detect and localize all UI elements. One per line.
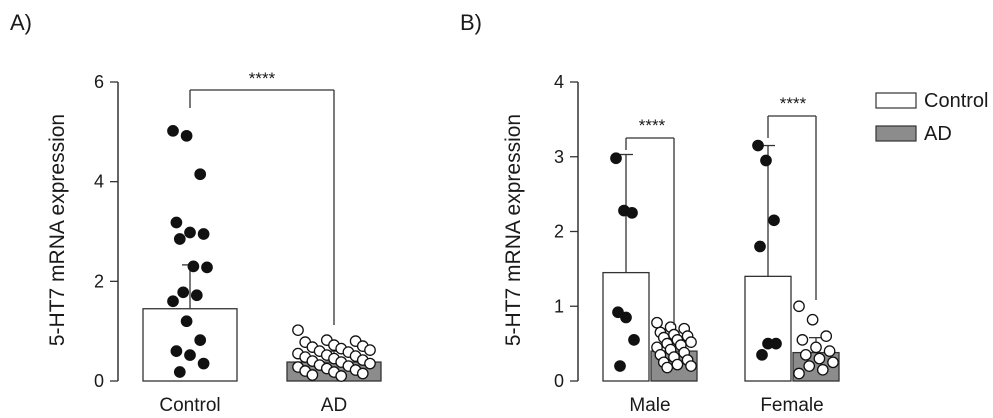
panel-a-control-point: [197, 357, 210, 370]
panel-b-category-female: Female: [760, 395, 823, 416]
panel-a-control-point: [180, 129, 193, 142]
panel-b-female-ad-point: [816, 363, 829, 376]
panel-b-female-control-point: [752, 139, 764, 152]
panel-b-male-ad-point: [685, 360, 697, 372]
panel-b-y-tick-label: 1: [554, 296, 564, 316]
panel-b-male-control-point: [628, 334, 640, 346]
panel-b-significance-female: ****: [780, 94, 807, 113]
panel-b-y-tick-label: 2: [554, 222, 564, 242]
panel-b-female-ad-point: [806, 313, 819, 326]
panel-a-control-point: [173, 366, 186, 378]
panel-b-female-control-point: [754, 240, 766, 253]
legend-label-ad: AD: [924, 123, 952, 145]
panel-a-control-point: [177, 286, 190, 299]
panel-b-label: B): [460, 10, 482, 35]
panel-b-female-control-point: [768, 214, 780, 227]
panel-a-control-point: [194, 168, 207, 181]
panel-b-female-ad-point: [799, 348, 812, 361]
panel-b-category-male: Male: [629, 395, 670, 416]
legend-label-control: Control: [924, 90, 988, 112]
panel-b-male-control-point: [612, 306, 624, 319]
panel-b-male-control-point: [626, 206, 638, 219]
panel-a-control-point: [197, 228, 210, 240]
panel-a-control-point: [190, 289, 203, 302]
panel-a-control-point: [167, 295, 179, 308]
panel-a-control-point: [170, 216, 183, 229]
panel-b-female-ad-point: [823, 345, 836, 357]
panel-b-female-ad-point: [796, 334, 809, 346]
panel-a-control-point: [173, 233, 186, 245]
panel-b-significance-male: ****: [639, 116, 666, 135]
panel-a-ylabel: 5-HT7 mRNA expression: [46, 114, 69, 346]
panel-a-y-tick-label: 0: [94, 371, 104, 391]
panel-b-female-control-point: [770, 337, 782, 350]
panel-a-control-point: [180, 315, 193, 328]
panel-a-y-tick-label: 4: [94, 172, 104, 192]
panel-b-female-ad-point: [793, 367, 805, 380]
panel-b-male-ad-point: [671, 358, 684, 371]
panel-b-male-ad-point: [685, 336, 697, 348]
panel-b-male-ad-point: [661, 361, 674, 374]
panel-b-male-control-point: [610, 152, 622, 165]
panel-b-female-ad-point: [827, 356, 839, 369]
panel-a-control-point: [167, 124, 179, 137]
panel-b-y-tick-label: 3: [554, 147, 564, 167]
panel-a-ad-point: [292, 324, 304, 337]
panel-b-male-control-point: [620, 311, 632, 324]
panel-a-significance: ****: [249, 69, 276, 88]
panel-b-female-ad-point: [793, 300, 805, 313]
legend-swatch-control: [875, 92, 917, 109]
panel-a-control-point: [194, 334, 207, 346]
panel-a-control-point: [184, 226, 196, 239]
panel-b-male-control-point: [614, 360, 626, 372]
panel-a-control-point: [184, 349, 196, 361]
panel-a-ad-point: [306, 369, 319, 381]
panel-b-bar-control-female: [744, 275, 792, 382]
panel-a-ad-point: [364, 357, 376, 370]
panel-b-y-tick-label: 4: [554, 72, 564, 92]
panel-b-female-ad-point: [803, 360, 816, 372]
chart-marks: 0 2 4 6 0 1 2 3 4: [94, 72, 840, 391]
panel-b-female-control-point: [756, 348, 768, 361]
panel-a-label: A): [10, 10, 32, 35]
panel-a-ad-point: [356, 367, 369, 380]
panel-a-ad-point: [335, 370, 348, 382]
panel-b-female-ad-point: [813, 352, 826, 365]
panel-b-female-ad-point: [810, 341, 822, 354]
legend-swatch-ad: [875, 125, 917, 142]
panel-a-control-point: [170, 345, 183, 357]
panel-a-y-tick-label: 2: [94, 271, 104, 291]
panel-b-male-ad-point: [651, 316, 663, 329]
panel-a-y-tick-label: 6: [94, 72, 104, 92]
panel-b-female-control-point: [760, 154, 772, 167]
panel-a-control-point: [201, 261, 213, 274]
panel-b-female-ad-point: [820, 330, 833, 342]
panel-a-control-point: [187, 260, 200, 273]
panel-b-ylabel: 5-HT7 mRNA expression: [502, 114, 525, 346]
panel-a-category-control: Control: [159, 395, 220, 416]
panel-a-category-ad: AD: [321, 395, 347, 416]
panel-a-ad-point: [364, 344, 376, 356]
panel-b-bar-control-male: [602, 271, 650, 382]
panel-b-y-tick-label: 0: [554, 371, 564, 391]
